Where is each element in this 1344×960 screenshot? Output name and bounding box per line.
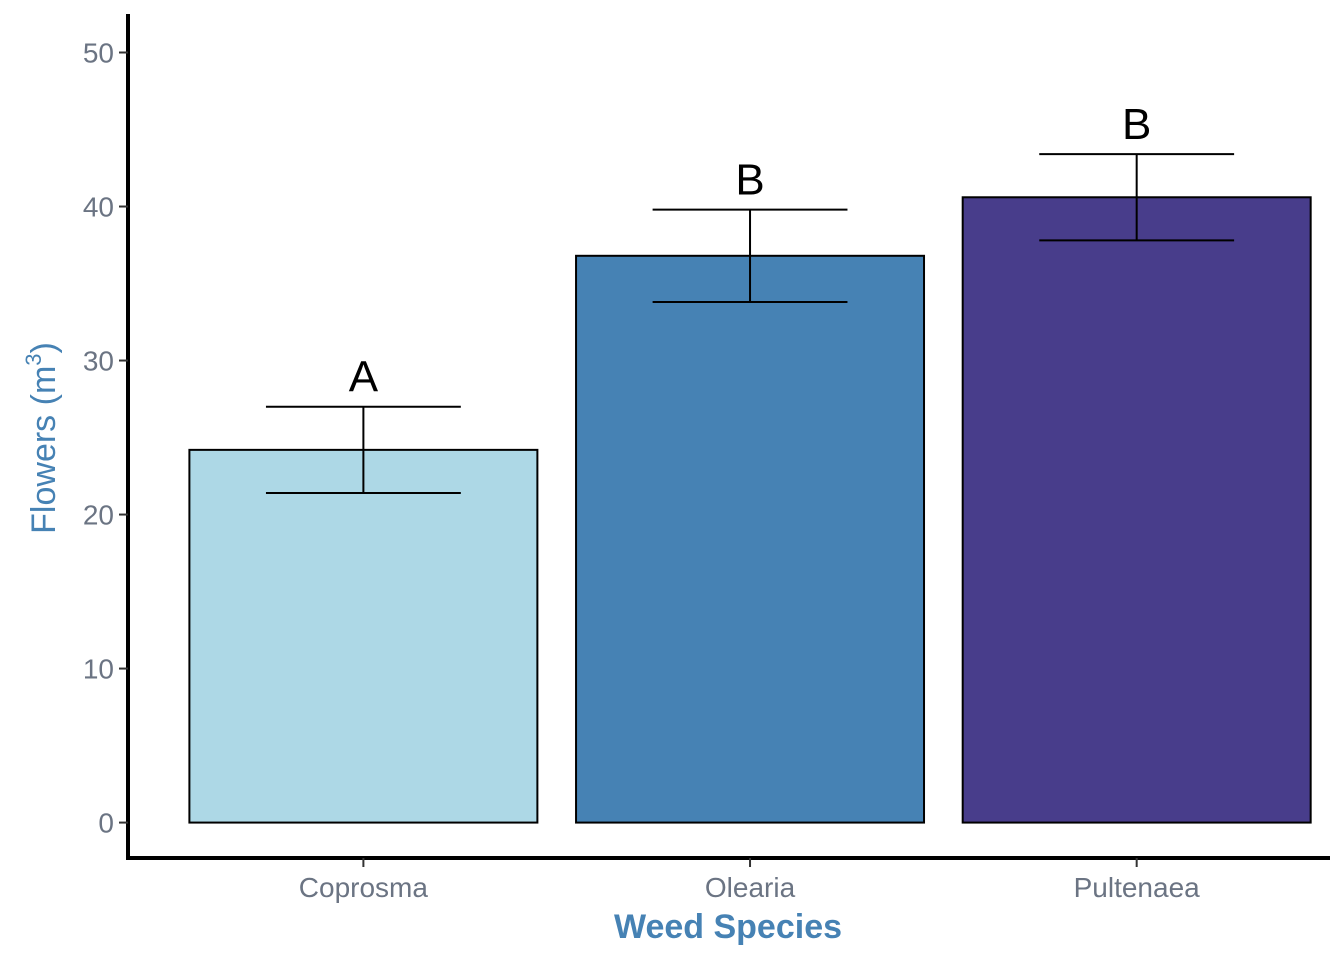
y-tick-label: 20 [83,500,114,531]
y-tick-label: 30 [83,346,114,377]
error-bars-layer [265,153,1235,494]
bar-pultenaea [961,196,1312,824]
significance-letter-coprosma: A [349,353,379,402]
error-bar-pultenaea [1039,153,1235,242]
significance-letter-pultenaea: B [1122,100,1151,149]
y-tick-label: 50 [83,38,114,69]
error-bar-olearia [652,208,848,304]
error-bar-coprosma [265,405,461,494]
y-axis-title-close: ) [25,342,63,353]
x-ticks-layer: Coprosma Olearia Pultenaea [299,858,1200,903]
bar-olearia [575,254,926,824]
y-tick-label: 0 [98,808,114,839]
y-tick-label: 40 [83,192,114,223]
significance-letter-olearia: B [735,156,764,205]
x-tick-label: Coprosma [299,872,429,903]
bar-coprosma [188,448,539,824]
y-axis-title: Flowers (m3) [21,342,63,534]
axes-layer [126,14,1330,860]
y-axis-title-superscript: 3 [21,353,46,365]
y-tick-label: 10 [83,654,114,685]
x-axis-title: Weed Species [614,908,842,946]
y-axis-title-main: Flowers (m [25,366,63,534]
x-tick-label: Olearia [705,872,796,903]
x-tick-label: Pultenaea [1074,872,1201,903]
y-ticks-layer: 0 10 20 30 40 50 [83,38,128,839]
significance-letters-layer: A B B [349,100,1152,402]
